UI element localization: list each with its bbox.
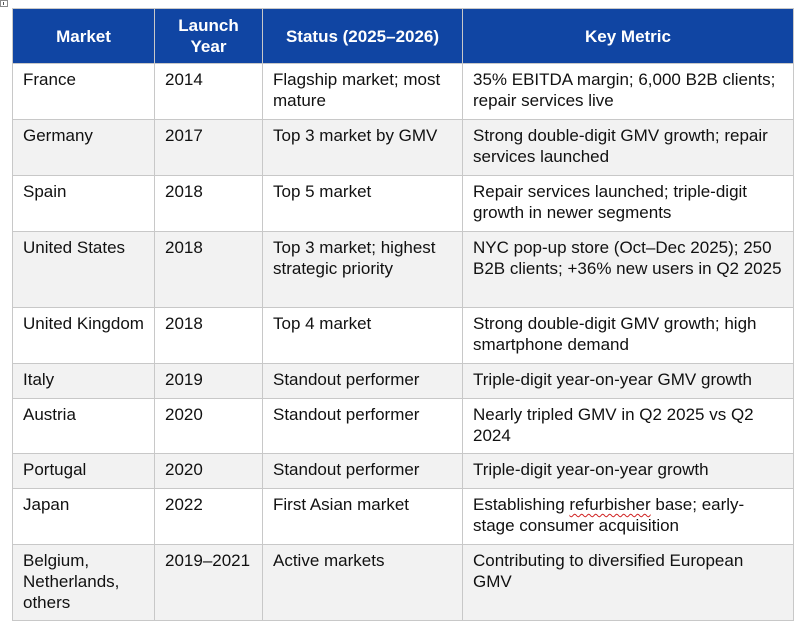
cell-launch-year: 2018 [154,175,263,232]
cell-market: Japan [12,488,155,545]
header-status: Status (2025–2026) [262,8,463,64]
cell-launch-year: 2019 [154,363,263,399]
table-row: United Kingdom 2018 Top 4 market Strong … [12,307,794,364]
cell-status: First Asian market [262,488,463,545]
cell-launch-year: 2020 [154,398,263,454]
cell-launch-year: 2014 [154,63,263,120]
header-row: Market Launch Year Status (2025–2026) Ke… [12,8,794,64]
cell-market: United Kingdom [12,307,155,364]
cell-key-metric: Triple-digit year-on-year growth [462,453,794,489]
cell-key-metric: Establishing refurbisher base; early-sta… [462,488,794,545]
table-row: United States 2018 Top 3 market; highest… [12,231,794,308]
table-row: Belgium, Netherlands, others 2019–2021 A… [12,544,794,621]
cell-status: Top 3 market by GMV [262,119,463,176]
markets-table: Market Launch Year Status (2025–2026) Ke… [12,8,794,621]
table-row: Germany 2017 Top 3 market by GMV Strong … [12,119,794,176]
cell-launch-year: 2020 [154,453,263,489]
header-market: Market [12,8,155,64]
table-row: Japan 2022 First Asian market Establishi… [12,488,794,545]
cell-status: Top 3 market; highest strategic priority [262,231,463,308]
cell-launch-year: 2018 [154,231,263,308]
cell-market: Germany [12,119,155,176]
cell-market: United States [12,231,155,308]
cell-launch-year: 2022 [154,488,263,545]
cell-status: Active markets [262,544,463,621]
cell-status: Standout performer [262,453,463,489]
cell-key-metric: Strong double-digit GMV growth; repair s… [462,119,794,176]
cell-market: Portugal [12,453,155,489]
cell-key-metric: Nearly tripled GMV in Q2 2025 vs Q2 2024 [462,398,794,454]
table-row: Italy 2019 Standout performer Triple-dig… [12,363,794,399]
cell-status: Standout performer [262,398,463,454]
cell-status: Top 4 market [262,307,463,364]
table-row: Portugal 2020 Standout performer Triple-… [12,453,794,489]
cell-launch-year: 2019–2021 [154,544,263,621]
table-row: Spain 2018 Top 5 market Repair services … [12,175,794,232]
table-row: France 2014 Flagship market; most mature… [12,63,794,120]
metric-text: Establishing [473,495,570,514]
cell-key-metric: Triple-digit year-on-year GMV growth [462,363,794,399]
cell-market: France [12,63,155,120]
cell-launch-year: 2018 [154,307,263,364]
cell-status: Top 5 market [262,175,463,232]
header-key-metric: Key Metric [462,8,794,64]
cell-status: Flagship market; most mature [262,63,463,120]
cell-market: Belgium, Netherlands, others [12,544,155,621]
cell-market: Italy [12,363,155,399]
cell-key-metric: Strong double-digit GMV growth; high sma… [462,307,794,364]
cell-market: Spain [12,175,155,232]
table-anchor-icon[interactable] [0,0,8,7]
metric-text: base; early-stage consumer acquisition [473,495,745,535]
cell-launch-year: 2017 [154,119,263,176]
table-row: Austria 2020 Standout performer Nearly t… [12,398,794,454]
cell-key-metric: NYC pop-up store (Oct–Dec 2025); 250 B2B… [462,231,794,308]
cell-key-metric: Repair services launched; triple-digit g… [462,175,794,232]
cell-market: Austria [12,398,155,454]
header-launch-year: Launch Year [154,8,263,64]
cell-key-metric: Contributing to diversified European GMV [462,544,794,621]
cell-key-metric: 35% EBITDA margin; 6,000 B2B clients; re… [462,63,794,120]
cell-status: Standout performer [262,363,463,399]
spellcheck-flagged-word[interactable]: refurbisher [569,495,651,514]
